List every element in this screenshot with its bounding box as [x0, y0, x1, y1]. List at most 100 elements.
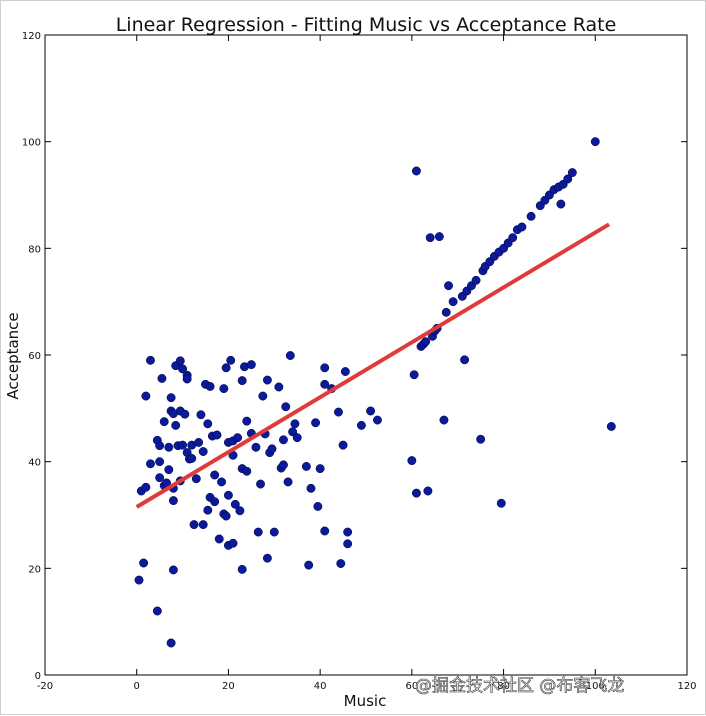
data-point — [221, 363, 231, 373]
data-point — [141, 391, 151, 401]
data-point — [567, 168, 577, 178]
data-point — [471, 275, 481, 285]
data-point — [279, 435, 288, 445]
data-point — [228, 538, 238, 548]
data-point — [366, 406, 376, 416]
data-point — [336, 559, 346, 568]
data-point — [315, 464, 325, 474]
data-point — [166, 393, 176, 403]
x-tick-label: 60 — [405, 681, 418, 692]
data-point — [194, 438, 204, 447]
data-point — [182, 374, 192, 384]
data-point — [338, 440, 348, 450]
data-point — [230, 499, 240, 509]
data-point — [407, 456, 417, 466]
data-point — [217, 477, 227, 487]
data-point — [590, 137, 600, 147]
data-point — [203, 505, 213, 515]
data-point — [526, 211, 536, 221]
data-point — [210, 470, 220, 480]
regression-line — [135, 222, 611, 509]
data-point — [320, 379, 330, 389]
x-tick-label: 20 — [222, 681, 235, 692]
data-point — [233, 433, 243, 443]
data-points — [134, 137, 616, 648]
data-point — [155, 441, 165, 451]
y-tick-label: 100 — [22, 138, 41, 149]
data-point — [219, 384, 229, 394]
data-point — [306, 483, 316, 493]
data-point — [448, 297, 458, 307]
data-point — [274, 382, 284, 392]
y-tick-label: 60 — [28, 351, 41, 362]
data-point — [159, 417, 169, 427]
data-point — [460, 355, 470, 365]
x-tick-label: 120 — [677, 681, 696, 692]
data-point — [279, 460, 288, 470]
data-point — [258, 391, 268, 401]
data-point — [281, 402, 291, 412]
data-point — [343, 527, 353, 537]
data-point — [180, 409, 190, 419]
data-point — [251, 442, 261, 452]
data-point — [411, 488, 421, 498]
data-point — [155, 457, 165, 467]
data-point — [168, 565, 178, 575]
data-point — [146, 355, 155, 365]
data-point — [164, 465, 174, 475]
data-point — [191, 474, 201, 484]
data-point — [141, 482, 151, 492]
data-point — [283, 477, 293, 487]
data-point — [320, 363, 330, 373]
data-point — [221, 511, 231, 521]
data-point — [139, 558, 149, 568]
data-point — [269, 527, 279, 537]
data-point — [313, 502, 323, 511]
plot-area — [44, 34, 688, 676]
data-point — [198, 447, 208, 456]
data-point — [508, 233, 518, 243]
data-point — [444, 281, 453, 291]
data-point — [517, 222, 527, 232]
data-point — [152, 606, 162, 616]
data-point — [267, 444, 277, 454]
x-tick-label: 0 — [134, 681, 140, 692]
data-point — [214, 534, 224, 544]
data-point — [441, 307, 451, 317]
data-point — [237, 376, 247, 386]
data-point — [166, 638, 176, 648]
x-tick-label: 80 — [497, 681, 510, 692]
data-point — [411, 166, 421, 176]
data-point — [556, 199, 566, 209]
y-tick-label: 0 — [35, 671, 41, 682]
data-point — [146, 459, 155, 469]
x-tick-label: -20 — [37, 681, 53, 692]
watermark-text: @掘金技术社区 @布客飞龙 — [415, 676, 624, 696]
data-point — [235, 506, 245, 516]
data-point — [134, 575, 144, 585]
data-point — [476, 434, 486, 444]
data-point — [290, 419, 300, 429]
data-point — [155, 473, 165, 483]
data-point — [246, 360, 256, 370]
data-point — [373, 415, 382, 425]
data-point — [198, 520, 208, 530]
data-point — [434, 232, 444, 242]
x-tick-label: 100 — [586, 681, 605, 692]
data-point — [496, 498, 506, 508]
data-point — [157, 374, 167, 383]
data-point — [196, 410, 206, 420]
data-point — [189, 520, 199, 530]
data-point — [242, 416, 252, 426]
data-point — [262, 375, 272, 385]
data-point — [606, 422, 616, 431]
data-point — [563, 174, 573, 184]
data-point — [203, 419, 213, 429]
data-point — [175, 356, 185, 366]
data-point — [320, 526, 330, 536]
y-tick-label: 80 — [28, 244, 41, 255]
data-point — [421, 337, 431, 347]
